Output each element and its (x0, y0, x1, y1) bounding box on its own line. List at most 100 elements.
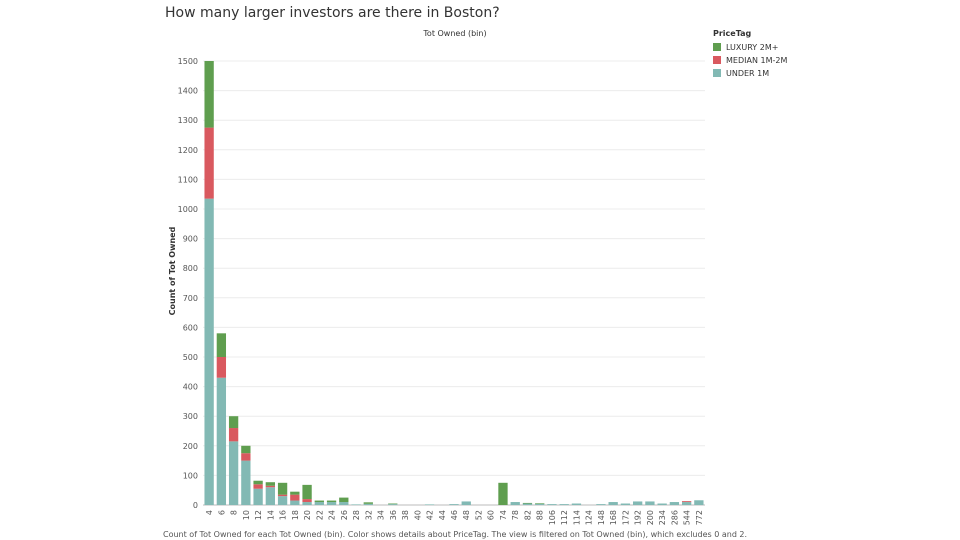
bar-segment[interactable] (228, 441, 239, 505)
x-tick-label: 60 (487, 510, 496, 520)
bar-segment[interactable] (265, 487, 275, 505)
bar-segment[interactable] (596, 504, 606, 505)
bar-segment[interactable] (326, 502, 337, 505)
bars (204, 61, 704, 506)
x-tick-label: 74 (499, 510, 508, 520)
bar-segment[interactable] (204, 198, 214, 505)
legend: PriceTag LUXURY 2M+ MEDIAN 1M-2M UNDER 1… (713, 29, 787, 80)
bar-segment[interactable] (228, 428, 239, 442)
x-tick-label: 48 (462, 510, 471, 520)
bar-segment[interactable] (290, 494, 300, 501)
bar-segment[interactable] (290, 500, 300, 505)
x-tick-label: 24 (328, 510, 337, 520)
bar-segment[interactable] (424, 504, 435, 506)
x-tick-label: 200 (646, 510, 655, 525)
gridlines (203, 60, 705, 506)
x-tick-label: 44 (438, 510, 447, 520)
legend-title: PriceTag (713, 29, 752, 38)
bar-segment[interactable] (253, 484, 263, 489)
bar-segment[interactable] (363, 503, 373, 505)
bar-segment[interactable] (608, 502, 618, 505)
legend-label: UNDER 1M (726, 68, 770, 78)
bar-segment[interactable] (669, 502, 680, 505)
bar-segment[interactable] (351, 504, 361, 506)
bar-segment[interactable] (302, 499, 312, 503)
bar-segment[interactable] (339, 502, 349, 505)
chart-title: How many larger investors are there in B… (165, 5, 500, 21)
bar-segment[interactable] (290, 491, 300, 495)
bar-segment[interactable] (204, 61, 214, 128)
bar-segment[interactable] (571, 503, 582, 505)
bar-segment[interactable] (633, 501, 643, 505)
y-tick-label: 400 (183, 383, 198, 392)
bar-segment[interactable] (204, 127, 214, 199)
bar-segment[interactable] (241, 460, 251, 505)
bar-segment[interactable] (314, 500, 324, 503)
x-tick-label: 14 (266, 510, 275, 520)
y-tick-label: 900 (183, 235, 198, 244)
bar-segment[interactable] (216, 357, 227, 378)
x-tick-label: 148 (597, 510, 606, 525)
bar-segment[interactable] (547, 504, 557, 505)
bar-segment[interactable] (498, 482, 508, 505)
bar-segment[interactable] (657, 503, 667, 505)
bar-segment[interactable] (559, 504, 569, 505)
x-tick-label: 8 (230, 510, 239, 515)
bar-segment[interactable] (277, 482, 288, 495)
x-tick-label: 42 (426, 510, 435, 520)
bar-segment[interactable] (326, 500, 337, 503)
bar-segment[interactable] (535, 503, 545, 504)
y-tick-label: 800 (183, 264, 198, 273)
bar-segment[interactable] (314, 502, 324, 505)
y-tick-label: 1300 (178, 116, 198, 125)
x-axis: 4 6 8 10 12 14 16 18 20 22 24 26 28 32 34 36 38 40 42 44 46 4… (205, 510, 704, 525)
y-tick-label: 600 (183, 323, 198, 332)
legend-item-median[interactable]: MEDIAN 1M-2M (713, 54, 787, 66)
bar-segment[interactable] (277, 494, 288, 497)
bar-segment[interactable] (535, 503, 545, 505)
bar-segment[interactable] (522, 503, 533, 505)
bar-segment[interactable] (277, 496, 288, 505)
bar-segment[interactable] (339, 497, 349, 503)
bar-segment[interactable] (253, 488, 263, 505)
chart-footnote: Count of Tot Owned for each Tot Owned (b… (163, 530, 748, 539)
bar-segment[interactable] (302, 502, 312, 505)
bar-segment[interactable] (681, 501, 692, 503)
bar-segment[interactable] (216, 333, 227, 357)
x-axis-title: Tot Owned (bin) (422, 29, 486, 38)
x-tick-label: 168 (609, 510, 618, 525)
bar-segment[interactable] (265, 485, 275, 488)
bar-segment[interactable] (449, 504, 459, 505)
legend-swatch (713, 69, 721, 77)
bar-segment[interactable] (228, 416, 239, 429)
bar-segment[interactable] (241, 453, 251, 461)
legend-item-luxury[interactable]: LUXURY 2M+ (713, 41, 787, 53)
legend-item-under[interactable]: UNDER 1M (713, 67, 787, 79)
x-tick-label: 22 (315, 510, 324, 520)
bar-segment[interactable] (253, 480, 263, 485)
bar-segment[interactable] (265, 482, 275, 486)
bar-segment[interactable] (388, 503, 398, 505)
bar-segment[interactable] (510, 502, 520, 505)
x-tick-label: 20 (303, 510, 312, 520)
bar-segment[interactable] (241, 445, 251, 454)
bar-segment[interactable] (522, 502, 533, 504)
bar-segment[interactable] (363, 502, 373, 504)
bar-segment[interactable] (620, 503, 631, 505)
bar-segment[interactable] (388, 504, 398, 505)
bar-segment[interactable] (216, 377, 227, 505)
x-tick-label: 192 (634, 510, 643, 525)
bar-segment[interactable] (681, 502, 692, 505)
bar-segment[interactable] (461, 501, 471, 505)
y-tick-label: 300 (183, 412, 198, 421)
x-tick-label: 26 (340, 510, 349, 520)
legend-swatch (713, 43, 721, 51)
bar-segment[interactable] (302, 484, 312, 500)
x-tick-label: 78 (511, 510, 520, 520)
bar-segment[interactable] (694, 500, 704, 505)
x-tick-label: 106 (548, 510, 557, 525)
x-tick-label: 34 (377, 510, 386, 520)
bar-segment[interactable] (645, 501, 655, 505)
legend-swatch (713, 56, 721, 64)
